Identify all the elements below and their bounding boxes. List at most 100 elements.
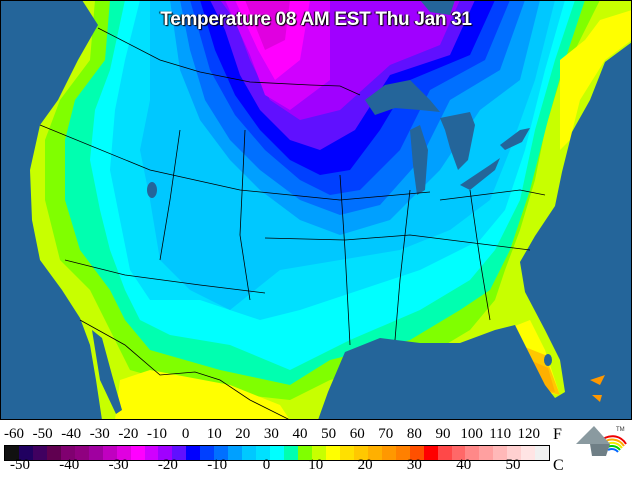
celsius-tick-label: 0 bbox=[262, 457, 271, 473]
fahrenheit-tick-label: 0 bbox=[181, 426, 190, 442]
temperature-map bbox=[0, 0, 632, 420]
color-swatch bbox=[298, 446, 312, 460]
color-swatch bbox=[228, 446, 243, 460]
color-swatch bbox=[200, 446, 215, 460]
state-line bbox=[239, 129, 251, 301]
fahrenheit-tick-label: 40 bbox=[292, 426, 308, 442]
color-swatch bbox=[325, 446, 340, 460]
color-swatch bbox=[256, 446, 271, 460]
color-swatch bbox=[465, 446, 480, 460]
color-swatch bbox=[423, 446, 438, 460]
celsius-unit-label: C bbox=[553, 457, 564, 474]
color-swatch bbox=[60, 446, 75, 460]
color-swatch bbox=[479, 446, 494, 460]
color-swatch bbox=[46, 446, 61, 460]
fahrenheit-tick-label: 60 bbox=[349, 426, 365, 442]
svg-text:TM: TM bbox=[616, 427, 625, 433]
state-line bbox=[339, 174, 351, 346]
color-swatch bbox=[214, 446, 229, 460]
color-scale-bar bbox=[4, 445, 550, 461]
fahrenheit-tick-label: 70 bbox=[378, 426, 394, 442]
color-swatch bbox=[144, 446, 159, 460]
fahrenheit-tick-label: -40 bbox=[61, 426, 82, 442]
color-swatch bbox=[130, 446, 145, 460]
color-swatch bbox=[409, 446, 424, 460]
celsius-tick-label: 50 bbox=[505, 457, 521, 473]
great-salt-lake bbox=[147, 182, 157, 198]
color-swatch bbox=[242, 446, 257, 460]
fahrenheit-tick-label: 30 bbox=[263, 426, 279, 442]
fahrenheit-unit-label: F bbox=[553, 426, 562, 443]
lake-okeechobee bbox=[544, 354, 552, 366]
celsius-tick-label: -40 bbox=[59, 457, 80, 473]
fahrenheit-tick-label: 10 bbox=[206, 426, 222, 442]
state-line bbox=[469, 189, 491, 321]
fahrenheit-tick-label: 20 bbox=[235, 426, 251, 442]
lake-ontario bbox=[500, 128, 530, 150]
pacific-ocean bbox=[0, 0, 102, 420]
color-swatch bbox=[5, 446, 19, 460]
state-line bbox=[439, 189, 546, 201]
state-line bbox=[394, 189, 411, 341]
color-swatch bbox=[88, 446, 103, 460]
celsius-tick-label: -10 bbox=[207, 457, 228, 473]
color-swatch bbox=[521, 446, 536, 460]
fahrenheit-tick-label: -10 bbox=[147, 426, 167, 442]
lake-huron bbox=[440, 112, 475, 170]
state-line bbox=[39, 124, 431, 201]
fahrenheit-tick-label: 110 bbox=[489, 426, 512, 442]
state-line bbox=[264, 234, 531, 251]
weather-logo-icon: TM bbox=[576, 426, 627, 456]
fahrenheit-tick-label: 90 bbox=[435, 426, 451, 442]
color-swatch bbox=[507, 446, 522, 460]
caribbean-islands bbox=[590, 375, 605, 402]
color-swatch bbox=[102, 446, 117, 460]
color-swatch bbox=[381, 446, 396, 460]
color-swatch bbox=[437, 446, 452, 460]
celsius-tick-label: 40 bbox=[456, 457, 472, 473]
color-swatch bbox=[284, 446, 299, 460]
map-title: Temperature 08 AM EST Thu Jan 31 bbox=[160, 9, 472, 30]
fahrenheit-tick-label: -20 bbox=[118, 426, 139, 442]
color-swatch bbox=[158, 446, 173, 460]
celsius-tick-label: 30 bbox=[406, 457, 422, 473]
water-bodies bbox=[0, 0, 632, 420]
celsius-tick-label: 20 bbox=[357, 457, 373, 473]
color-swatch bbox=[32, 446, 47, 460]
fahrenheit-tick-label: 80 bbox=[406, 426, 422, 442]
gulf-and-atlantic bbox=[318, 42, 632, 420]
color-swatch bbox=[395, 446, 410, 460]
fahrenheit-tick-label: 50 bbox=[321, 426, 337, 442]
lake-superior bbox=[365, 80, 440, 115]
color-swatch bbox=[451, 446, 466, 460]
color-swatch bbox=[18, 446, 33, 460]
gulf-of-california bbox=[92, 330, 122, 414]
color-swatch bbox=[535, 446, 550, 460]
celsius-tick-label: -50 bbox=[10, 457, 30, 473]
celsius-tick-label: -20 bbox=[157, 457, 178, 473]
color-swatch bbox=[339, 446, 354, 460]
temperature-bands bbox=[45, 0, 632, 420]
color-swatch bbox=[172, 446, 187, 460]
celsius-tick-label: 10 bbox=[308, 457, 324, 473]
color-swatch bbox=[116, 446, 131, 460]
borders bbox=[39, 27, 546, 420]
color-swatch bbox=[353, 446, 368, 460]
fahrenheit-tick-label: 100 bbox=[460, 426, 483, 442]
color-swatch bbox=[74, 446, 89, 460]
lake-michigan bbox=[410, 125, 428, 195]
fahrenheit-tick-label: 120 bbox=[517, 426, 541, 442]
color-swatch bbox=[186, 446, 201, 460]
color-swatch bbox=[270, 446, 285, 460]
canada-border bbox=[97, 27, 361, 96]
state-line bbox=[159, 129, 181, 261]
mexico-border bbox=[79, 319, 291, 420]
fahrenheit-tick-label: -30 bbox=[89, 426, 110, 442]
color-swatch bbox=[311, 446, 326, 460]
fahrenheit-tick-label: -50 bbox=[32, 426, 53, 442]
color-swatch bbox=[367, 446, 382, 460]
celsius-tick-label: -30 bbox=[108, 457, 129, 473]
fahrenheit-tick-label: -60 bbox=[4, 426, 24, 442]
lake-erie bbox=[460, 158, 500, 190]
